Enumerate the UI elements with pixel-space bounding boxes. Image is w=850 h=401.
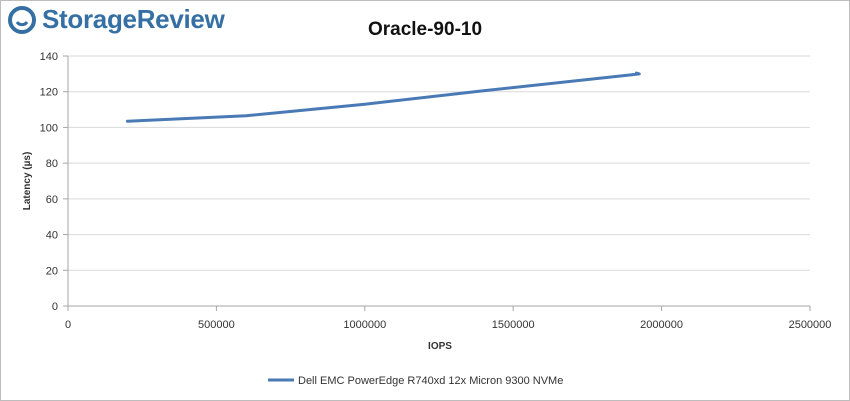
storagereview-logo-icon [8,5,36,34]
brand-logo: StorageReview [8,4,225,35]
series-line [125,71,641,123]
x-tick-label: 0 [65,319,71,331]
y-tick-label: 0 [52,301,58,313]
y-tick-label: 80 [46,158,58,170]
legend-label: Dell EMC PowerEdge R740xd 12x Micron 930… [298,375,563,387]
y-tick-label: 20 [46,265,58,277]
y-tick-label: 120 [40,87,58,99]
x-axis-title: IOPS [428,341,452,352]
legend: Dell EMC PowerEdge R740xd 12x Micron 930… [268,375,563,387]
series-layer [125,71,641,123]
x-tick-label: 2500000 [789,319,832,331]
x-tick-label: 500000 [198,319,235,331]
x-tick-label: 2000000 [640,319,683,331]
y-tick-label: 60 [46,194,58,206]
x-tick-label: 1000000 [343,319,386,331]
y-tick-label: 100 [40,122,58,134]
y-tick-label: 140 [40,51,58,63]
chart-title: Oracle-90-10 [368,19,482,40]
brand-name: StorageReview [42,4,225,34]
y-tick-label: 40 [46,230,58,242]
tick-labels: 0 20 40 60 80 100 120 140 0 500000 1000000 1500000 2… [40,51,832,331]
gridlines [68,55,810,271]
axes [63,55,811,311]
x-tick-label: 1500000 [492,319,535,331]
y-axis-title: Latency (µs) [22,152,33,211]
